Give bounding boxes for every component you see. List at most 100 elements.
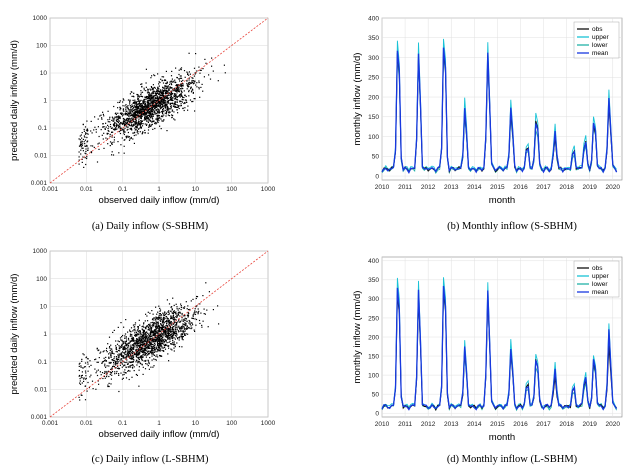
scatter-point — [110, 355, 112, 357]
scatter-point — [153, 104, 155, 106]
scatter-point — [118, 374, 120, 376]
scatter-point — [152, 332, 155, 334]
scatter-point — [153, 351, 155, 353]
scatter-point — [136, 330, 138, 332]
scatter-point — [157, 90, 159, 92]
scatter-point — [170, 107, 172, 109]
scatter-point — [119, 106, 121, 108]
scatter-point — [137, 94, 139, 96]
scatter-point — [158, 92, 161, 94]
scatter-point — [140, 126, 142, 128]
scatter-point — [156, 95, 158, 97]
scatter-point — [192, 324, 194, 326]
scatter-point — [186, 308, 188, 310]
scatter-point — [204, 313, 206, 315]
scatter-point — [133, 338, 135, 340]
scatter-point — [165, 115, 167, 117]
scatter-point — [171, 327, 174, 329]
scatter-point — [196, 296, 199, 298]
scatter-point — [124, 372, 126, 374]
scatter-point — [177, 309, 179, 311]
scatter-point — [106, 376, 108, 378]
scatter-point — [137, 356, 139, 359]
scatter-point — [133, 345, 135, 347]
scatter-point — [176, 315, 178, 317]
scatter-point — [131, 111, 133, 113]
scatter-point — [121, 355, 123, 357]
scatter-point — [137, 108, 139, 110]
scatter-point — [120, 113, 122, 115]
scatter-point — [152, 118, 154, 120]
scatter-point — [154, 322, 156, 324]
scatter-point — [148, 114, 150, 116]
scatter-point — [143, 100, 145, 102]
scatter-point — [151, 115, 153, 118]
scatter-point — [159, 125, 161, 127]
scatter-point — [146, 335, 148, 337]
scatter-point — [168, 97, 170, 99]
scatter-point — [174, 332, 176, 334]
scatter-point — [145, 352, 147, 354]
scatter-point — [117, 358, 119, 360]
scatter-point — [175, 88, 178, 90]
scatter-point — [141, 357, 143, 359]
scatter-point — [183, 328, 185, 330]
scatter-point — [199, 96, 201, 98]
scatter-point — [178, 87, 180, 89]
scatter-point — [155, 118, 157, 120]
scatter-point — [121, 360, 123, 362]
scatter-point — [138, 385, 140, 387]
scatter-point — [175, 67, 177, 69]
scatter-point — [165, 106, 167, 108]
scatter-point — [188, 91, 190, 93]
scatter-point — [165, 110, 168, 112]
scatter-point — [81, 394, 83, 396]
scatter-point — [144, 129, 146, 131]
scatter-point — [86, 390, 88, 392]
scatter-point — [135, 107, 137, 109]
scatter-point — [174, 102, 176, 105]
scatter-point — [183, 334, 186, 336]
scatter-point — [141, 132, 144, 134]
scatter-point — [111, 154, 113, 156]
scatter-point — [113, 105, 115, 108]
scatter-point — [123, 365, 125, 367]
scatter-point — [162, 91, 164, 93]
scatter-point — [86, 132, 88, 135]
scatter-point — [141, 355, 143, 357]
scatter-point — [125, 120, 127, 122]
y-axis-label: predicted daily inflow (mm/d) — [9, 40, 20, 161]
scatter-point — [138, 337, 140, 339]
y-tick-label: 10 — [40, 70, 48, 77]
scatter-point — [176, 334, 178, 336]
scatter-point — [151, 106, 153, 108]
scatter-point — [194, 110, 196, 112]
scatter-point — [118, 120, 120, 122]
scatter-point — [176, 95, 178, 97]
scatter-point — [122, 346, 124, 348]
scatter-point — [173, 96, 176, 98]
scatter-point — [97, 349, 99, 352]
scatter-point — [142, 353, 144, 355]
scatter-point — [146, 363, 148, 365]
scatter-point — [107, 110, 109, 112]
scatter-point — [138, 319, 140, 321]
scatter-point — [112, 123, 115, 125]
scatter-point — [146, 340, 148, 342]
scatter-point — [105, 372, 107, 374]
scatter-point — [179, 311, 181, 313]
scatter-point — [162, 336, 164, 338]
scatter-point — [190, 88, 192, 90]
scatter-point — [162, 96, 164, 98]
scatter-point — [157, 92, 159, 95]
scatter-point — [156, 104, 158, 106]
scatter-point — [143, 112, 145, 115]
scatter-point — [188, 322, 190, 324]
scatter-point — [138, 338, 140, 340]
scatter-point — [153, 100, 155, 102]
scatter-point — [79, 374, 81, 377]
scatter-point — [152, 110, 154, 112]
scatter-point — [141, 104, 143, 106]
scatter-point — [172, 312, 174, 314]
scatter-point — [162, 111, 164, 113]
